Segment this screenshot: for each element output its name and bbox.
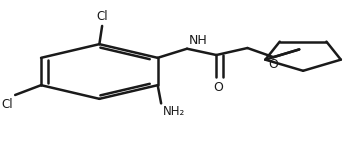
Text: Cl: Cl — [2, 98, 14, 111]
Text: NH₂: NH₂ — [163, 105, 185, 118]
Text: NH: NH — [189, 34, 208, 47]
Text: O: O — [268, 58, 278, 71]
Text: Cl: Cl — [96, 10, 108, 23]
Text: O: O — [213, 81, 223, 94]
